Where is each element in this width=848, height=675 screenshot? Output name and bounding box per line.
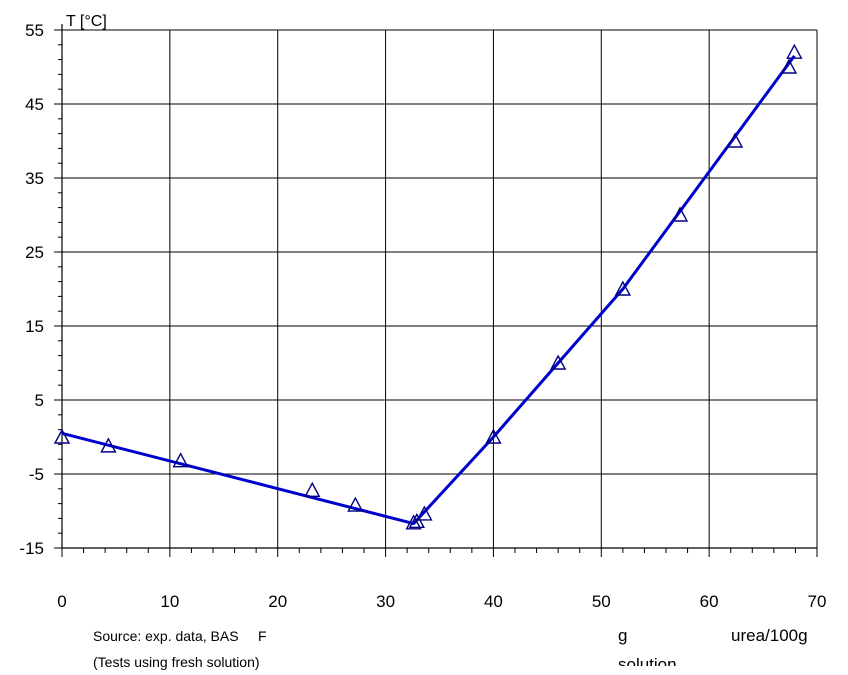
y-tick-label: 35 <box>25 169 44 188</box>
data-point-triangle <box>416 505 433 521</box>
x-tick-label: 40 <box>484 592 503 611</box>
x-tick-label: 10 <box>160 592 179 611</box>
y-tick-label: -5 <box>29 465 44 484</box>
data-point-triangle <box>405 514 422 530</box>
x-tick-label: 0 <box>57 592 66 611</box>
data-point-triangle <box>485 428 502 444</box>
data-point-triangle <box>726 132 744 148</box>
tests-note: (Tests using fresh solution) <box>93 654 260 670</box>
grid <box>62 29 818 548</box>
data-point-triangle <box>549 354 567 370</box>
fit-line <box>61 55 796 526</box>
y-axis-label: T [°C] <box>66 13 107 30</box>
x-tick-label: 30 <box>376 592 395 611</box>
x-axis-label-g: g <box>618 626 628 645</box>
x-tick-label: 60 <box>700 592 719 611</box>
data-point-triangle <box>614 280 632 296</box>
data-point-triangle <box>172 452 189 468</box>
y-tick-label: 55 <box>25 21 44 40</box>
x-tick-label: 50 <box>592 592 611 611</box>
x-tick-label: 70 <box>808 592 827 611</box>
y-tick-label: -15 <box>19 539 44 558</box>
data-point-triangle <box>347 496 364 512</box>
source-note: Source: exp. data, BAS F <box>93 628 267 644</box>
data-point-triangle <box>53 428 71 444</box>
axes <box>61 24 817 549</box>
y-tick-label: 15 <box>25 317 44 336</box>
ticks: 0 10 20 30 40 50 60 70 -15 -5 5 15 25 35 45 55 <box>19 21 826 611</box>
x-axis-label-urea: urea/100g <box>731 626 808 645</box>
x-tick-label: 20 <box>268 592 287 611</box>
data-point-triangle <box>408 512 426 529</box>
y-tick-label: 25 <box>25 243 44 262</box>
data-point-triangle <box>100 437 117 453</box>
data-point-triangle <box>786 43 803 59</box>
series-layer <box>53 43 803 530</box>
data-point-triangle <box>780 58 798 74</box>
data-point-triangle <box>304 481 321 497</box>
y-tick-label: 5 <box>35 391 44 410</box>
x-axis-label-solution: solution <box>618 655 677 666</box>
data-point-triangle <box>671 206 689 222</box>
y-tick-label: 45 <box>25 95 44 114</box>
